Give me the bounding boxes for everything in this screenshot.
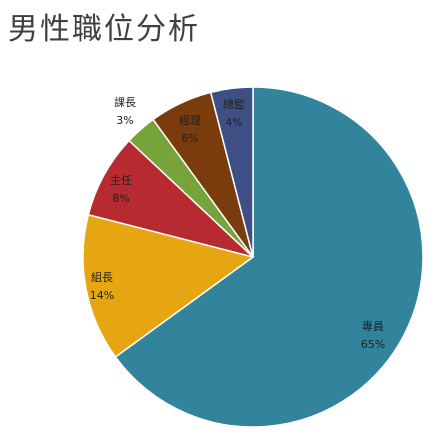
slice-label-zuzhang: 組長 — [91, 271, 113, 284]
slices-group — [82, 86, 424, 428]
pie-slice-zuzhang — [82, 213, 255, 358]
chart-title: 男性職位分析 — [8, 12, 200, 47]
slice-label-zhuanyuan: 專員 — [362, 320, 384, 333]
slice-label-zongjian: 總監 — [223, 97, 245, 111]
slice-value-jingli: 6% — [181, 132, 198, 145]
pie-slice-zongjian — [209, 86, 254, 258]
slice-value-zuzhang: 14% — [90, 289, 114, 302]
slice-label-kezhang: 課長 — [114, 95, 136, 109]
slice-value-kezhang: 3% — [116, 114, 133, 127]
slice-value-zhuanyuan: 65% — [361, 338, 385, 351]
slice-label-jingli: 經理 — [179, 113, 201, 127]
slice-value-zongjian: 4% — [225, 116, 242, 129]
pie-slice-zhuanyuan — [114, 86, 424, 428]
slice-label-zhuren: 主任 — [110, 174, 132, 187]
slice-value-zhuren: 8% — [112, 192, 129, 205]
